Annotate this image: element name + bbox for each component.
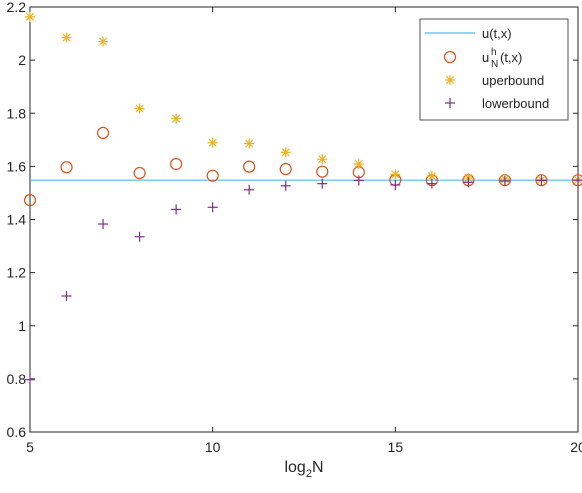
legend-label: lowerbound <box>482 96 549 111</box>
data-point-asterisk <box>98 37 108 47</box>
x-axis-label: log2N <box>284 459 323 480</box>
x-axis-label-rest: N <box>312 459 324 476</box>
y-tick-label: 1.4 <box>7 212 27 228</box>
legend-label-sub: N <box>491 59 498 70</box>
data-point-asterisk <box>135 103 145 113</box>
x-tick-label: 20 <box>570 439 582 455</box>
legend-label: u(t,x) <box>482 26 512 41</box>
legend-label-sup: h <box>491 47 497 58</box>
data-point-asterisk <box>354 159 364 169</box>
legend-label-base: u <box>482 50 489 65</box>
x-tick-label: 10 <box>205 439 221 455</box>
y-tick-label: 0.8 <box>7 371 27 387</box>
y-tick-label: 2 <box>18 52 26 68</box>
data-point-asterisk <box>62 33 72 43</box>
legend-label: uperbound <box>482 73 544 88</box>
data-point-asterisk <box>25 12 35 22</box>
y-tick-label: 1.8 <box>7 105 27 121</box>
x-tick-label: 5 <box>26 439 34 455</box>
legend-label-rest: (t,x) <box>500 50 522 65</box>
y-tick-label: 1.6 <box>7 158 27 174</box>
x-axis-label-base: log <box>284 459 305 476</box>
data-point-asterisk <box>244 139 254 149</box>
legend-label-text: lowerbound <box>482 96 549 111</box>
data-point-asterisk <box>281 147 291 157</box>
y-tick-label: 2.2 <box>7 0 27 15</box>
data-point-asterisk <box>317 154 327 164</box>
data-point-asterisk <box>171 114 181 124</box>
data-point-asterisk <box>208 138 218 148</box>
y-tick-label: 0.6 <box>7 424 27 440</box>
data-point-asterisk <box>390 169 400 179</box>
legend-label-text: uperbound <box>482 73 544 88</box>
x-tick-label: 15 <box>388 439 404 455</box>
legend-swatch-asterisk <box>445 75 455 85</box>
y-tick-label: 1.2 <box>7 265 27 281</box>
legend-label-text: u(t,x) <box>482 26 512 41</box>
y-tick-label: 1 <box>18 318 26 334</box>
